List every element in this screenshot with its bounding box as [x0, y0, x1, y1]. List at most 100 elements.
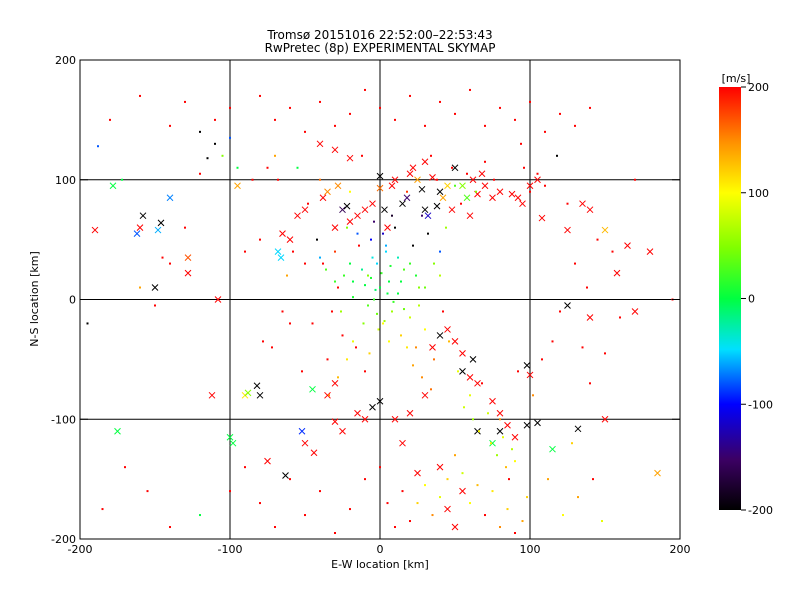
- data-point-dot: [373, 220, 375, 223]
- data-point-dot: [571, 442, 573, 445]
- data-point-dot: [304, 130, 306, 133]
- data-point-dot: [331, 310, 333, 313]
- data-point-dot: [439, 274, 441, 277]
- data-point-dot: [376, 262, 378, 265]
- data-point-dot: [481, 382, 483, 385]
- data-point-dot: [101, 508, 104, 511]
- data-point-dot: [319, 100, 321, 103]
- data-point-dot: [469, 394, 471, 397]
- data-point-dot: [274, 154, 276, 157]
- data-point-dot: [547, 478, 549, 481]
- colorbar-tick-label: 0: [748, 293, 755, 306]
- y-tick-label: 0: [69, 294, 76, 307]
- data-point-x-marker: [256, 391, 264, 399]
- data-point-dot: [430, 388, 432, 391]
- data-point-x-marker: [489, 194, 496, 202]
- data-point-dot: [379, 106, 381, 109]
- data-point-x-marker: [234, 182, 241, 190]
- data-point-dot: [442, 310, 444, 313]
- colorbar-tick-label: 200: [748, 81, 769, 94]
- data-point-dot: [439, 100, 441, 103]
- data-point-dot: [109, 118, 111, 121]
- data-point-dot: [184, 100, 186, 103]
- data-point-x-marker: [253, 382, 261, 390]
- data-point-x-marker: [406, 409, 414, 417]
- data-point-dot: [364, 370, 366, 373]
- data-point-x-marker: [214, 296, 222, 303]
- data-point-dot: [397, 292, 399, 295]
- data-point-x-marker: [384, 224, 391, 232]
- data-point-dot: [362, 322, 365, 325]
- data-point-x-marker: [409, 164, 417, 172]
- data-point-x-marker: [151, 284, 159, 291]
- data-point-x-marker: [564, 226, 571, 234]
- data-point-dot: [484, 124, 486, 127]
- data-point-dot: [368, 352, 371, 355]
- data-point-dot: [430, 154, 432, 157]
- data-point-dot: [508, 478, 510, 481]
- data-point-dot: [529, 100, 531, 103]
- data-point-dot: [406, 346, 408, 349]
- data-point-x-marker: [466, 212, 474, 220]
- data-point-x-marker: [478, 170, 486, 178]
- data-point-dot: [86, 322, 89, 325]
- data-point-dot: [169, 526, 171, 529]
- data-point-x-marker: [429, 344, 436, 351]
- data-point-x-marker: [601, 415, 609, 423]
- data-point-dot: [446, 478, 449, 481]
- data-point-x-marker: [324, 391, 331, 399]
- data-point-x-marker: [376, 184, 384, 192]
- data-points: [86, 88, 674, 535]
- data-point-dot: [574, 262, 576, 265]
- data-point-dot: [376, 312, 378, 315]
- data-point-dot: [506, 508, 509, 511]
- data-point-dot: [340, 310, 342, 313]
- data-point-dot: [448, 340, 450, 343]
- data-point-x-marker: [451, 338, 459, 345]
- data-point-dot: [505, 466, 507, 469]
- data-point-dot: [424, 124, 426, 127]
- data-point-dot: [514, 532, 516, 535]
- x-tick-label: 0: [377, 543, 384, 556]
- data-point-x-marker: [421, 206, 429, 214]
- data-point-dot: [544, 130, 546, 133]
- data-point-dot: [391, 310, 393, 313]
- data-point-dot: [169, 262, 171, 265]
- data-point-dot: [277, 178, 279, 181]
- data-point-dot: [400, 334, 402, 337]
- data-point-x-marker: [474, 379, 481, 387]
- data-point-dot: [433, 262, 435, 265]
- data-point-x-marker: [459, 367, 466, 375]
- data-point-x-marker: [244, 389, 252, 397]
- data-point-x-marker: [354, 212, 361, 220]
- y-tick-label: 100: [55, 174, 76, 187]
- data-point-dot: [589, 106, 591, 109]
- data-point-dot: [139, 286, 141, 289]
- data-point-dot: [586, 286, 588, 289]
- data-point-x-marker: [361, 206, 369, 214]
- data-point-dot: [403, 308, 405, 311]
- data-point-dot: [199, 130, 201, 133]
- data-point-dot: [601, 520, 603, 523]
- data-point-x-marker: [436, 332, 444, 339]
- data-point-dot: [281, 310, 284, 313]
- data-point-dot: [521, 520, 524, 523]
- data-point-x-marker: [534, 419, 541, 427]
- data-point-dot: [457, 370, 459, 373]
- data-point-dot: [383, 320, 386, 323]
- data-point-dot: [364, 284, 366, 287]
- data-point-dot: [373, 298, 375, 301]
- data-point-dot: [370, 276, 372, 279]
- data-point-dot: [461, 472, 464, 475]
- data-point-x-marker: [429, 174, 436, 181]
- data-point-dot: [514, 118, 516, 121]
- data-point-dot: [370, 238, 372, 241]
- data-point-x-marker: [369, 403, 376, 411]
- data-point-dot: [311, 322, 314, 325]
- data-point-dot: [341, 334, 344, 337]
- data-point-x-marker: [136, 224, 144, 232]
- data-point-dot: [412, 244, 414, 247]
- data-point-dot: [349, 190, 351, 193]
- data-point-dot: [634, 178, 636, 181]
- data-point-dot: [394, 118, 396, 121]
